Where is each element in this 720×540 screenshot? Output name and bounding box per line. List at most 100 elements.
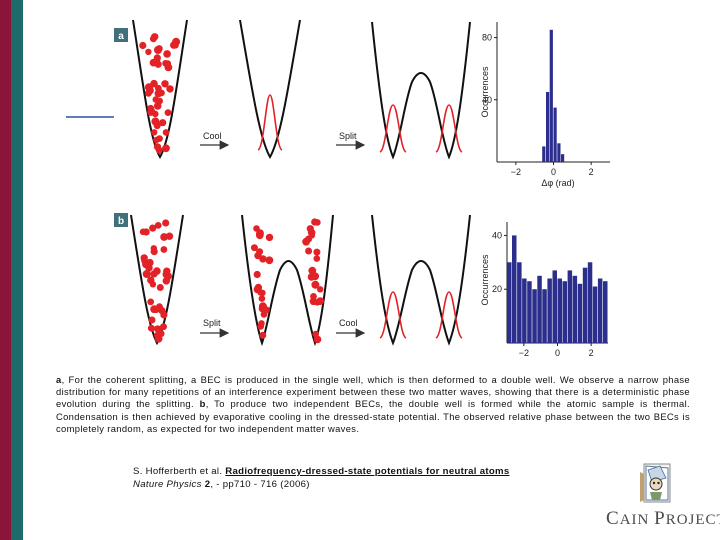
atom: [151, 117, 160, 126]
x-tick-label: 2: [589, 348, 594, 358]
histogram-bar: [507, 262, 512, 343]
atom: [309, 297, 318, 306]
atom: [151, 129, 158, 136]
reference-pages: - pp710 - 716 (2006): [216, 478, 310, 490]
left-accent-bar-teal: [11, 0, 23, 540]
atom: [313, 248, 321, 256]
arrow-cool-b-label: Cool: [339, 318, 358, 328]
histogram-bar: [603, 281, 608, 343]
atom: [317, 286, 324, 293]
reference-journal: Nature Physics: [133, 478, 202, 490]
atom: [162, 219, 170, 227]
atom: [160, 246, 168, 253]
histogram-bar: [562, 281, 567, 343]
atom: [153, 267, 161, 275]
atom: [172, 41, 179, 49]
atom: [155, 45, 163, 53]
atom: [153, 136, 160, 144]
atom: [308, 232, 316, 239]
histogram-bar: [546, 92, 550, 162]
wavefunction-b-left: [379, 291, 407, 339]
atom: [259, 331, 267, 339]
atom: [153, 143, 162, 151]
atom: [166, 85, 174, 93]
atom: [164, 109, 172, 116]
reference: S. Hofferberth et al. Radiofrequency-dre…: [133, 466, 510, 490]
atom: [141, 257, 148, 265]
figure-caption: a, For the coherent splitting, a BEC is …: [56, 374, 690, 435]
histogram-bar: [597, 278, 603, 343]
atom: [265, 256, 274, 265]
atom: [153, 102, 162, 110]
atom: [142, 228, 150, 236]
histogram-bar: [549, 29, 553, 162]
cain-project-logo: [640, 463, 671, 503]
x-tick-label: −2: [511, 167, 521, 177]
atom: [265, 233, 274, 242]
histogram-bar: [522, 278, 527, 343]
histogram-bar: [553, 107, 557, 162]
histogram-bar: [532, 289, 537, 343]
atom: [162, 144, 170, 153]
atom: [139, 41, 147, 50]
histogram-bar: [537, 275, 542, 343]
atom: [162, 129, 170, 136]
atom: [161, 80, 169, 88]
atom: [154, 89, 163, 98]
atom-cloud-split-thermal: [250, 218, 325, 344]
y-tick-label: 20: [492, 284, 502, 294]
atom: [148, 316, 156, 324]
panel-b-label: b: [118, 216, 124, 227]
atom: [142, 270, 151, 278]
atom: [258, 295, 266, 302]
atom: [307, 273, 316, 281]
wavefunction-b-right: [435, 291, 463, 339]
histogram-bar: [557, 278, 562, 343]
panel-a: a Cool Split Occurrences Δφ (rad) 40 80 −2…: [66, 19, 610, 188]
y-tick-label: 40: [482, 95, 492, 105]
atom: [145, 89, 153, 97]
atom: [152, 96, 160, 103]
atom: [313, 255, 321, 262]
atom: [147, 324, 155, 332]
atom: [145, 48, 152, 56]
atom: [314, 219, 321, 226]
double-well-curve: [371, 21, 471, 160]
wavefunction-right: [435, 104, 463, 153]
atom: [157, 330, 165, 338]
histogram-bar: [572, 275, 578, 343]
atom: [259, 289, 266, 297]
arrow-split-label: Split: [339, 131, 357, 141]
atom: [146, 258, 154, 267]
x-tick-label: 2: [589, 167, 594, 177]
atom: [151, 33, 159, 41]
histogram-a: Occurrences Δφ (rad) 40 80 −2 0 2: [480, 22, 610, 188]
y-tick-label: 40: [492, 230, 502, 240]
histogram-a-ylabel: Occurrences: [480, 66, 490, 118]
reference-title-link[interactable]: Radiofrequency-dressed-state potentials …: [225, 466, 510, 477]
histogram-a-xlabel: Δφ (rad): [541, 178, 574, 188]
histogram-bar: [552, 270, 557, 343]
atom: [163, 267, 171, 275]
atom: [313, 335, 322, 344]
atom-cloud-thermal: [139, 219, 174, 343]
panel-a-label-box: [114, 28, 128, 42]
atom: [156, 284, 164, 291]
atom: [164, 63, 173, 72]
atom: [160, 233, 169, 241]
atom: [160, 323, 167, 331]
atom-cloud-single-well: [139, 33, 181, 154]
single-well-curve: [132, 19, 188, 159]
atom: [262, 306, 270, 314]
arrow-split-b-label: Split: [203, 318, 221, 328]
x-tick-label: 0: [555, 348, 560, 358]
single-well-thermal-curve: [130, 214, 184, 346]
atom: [305, 247, 313, 255]
histogram-bar: [577, 283, 583, 343]
atom: [254, 252, 262, 260]
atom: [147, 298, 155, 306]
arrow-cool-label: Cool: [203, 131, 222, 141]
atom: [250, 244, 258, 252]
atom: [154, 222, 162, 229]
histogram-bar: [561, 154, 565, 162]
